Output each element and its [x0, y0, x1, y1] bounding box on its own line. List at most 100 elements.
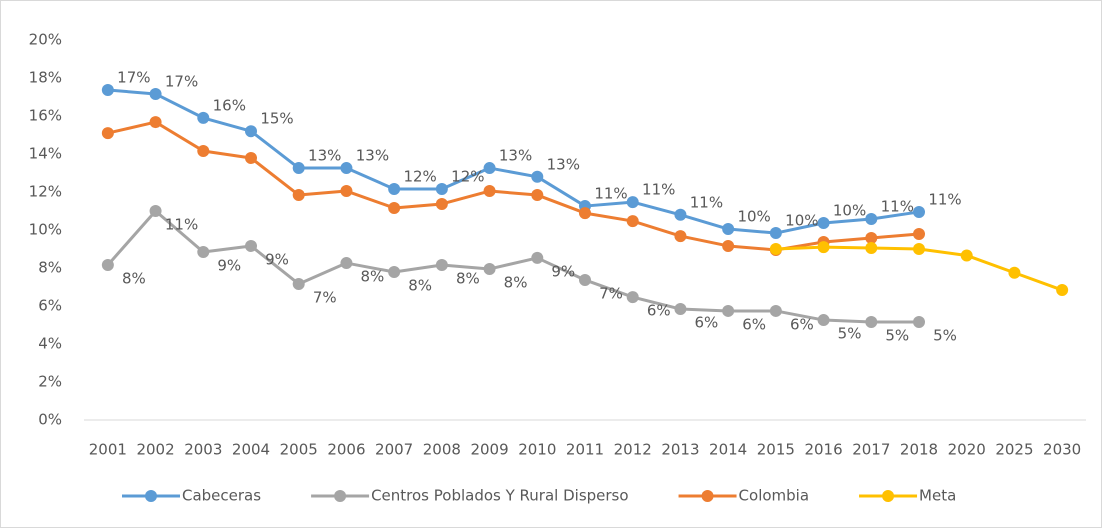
data-label: 10% — [833, 201, 866, 219]
x-tick-label: 2004 — [232, 441, 270, 459]
x-tick-label: 2003 — [184, 441, 222, 459]
y-tick-label: 16% — [29, 107, 62, 125]
legend-label: Cabeceras — [182, 487, 261, 505]
data-label: 7% — [599, 284, 623, 302]
data-point — [865, 231, 878, 244]
data-point — [579, 273, 591, 286]
data-point — [722, 223, 735, 236]
data-point — [101, 258, 114, 271]
x-tick-label: 2008 — [423, 441, 461, 459]
data-point — [245, 151, 257, 164]
data-point — [913, 227, 925, 240]
data-point — [722, 239, 735, 252]
x-tick-label: 2012 — [614, 441, 652, 459]
data-point — [245, 125, 257, 138]
data-point — [769, 243, 782, 255]
data-point — [1056, 284, 1069, 297]
data-label: 5% — [933, 326, 957, 344]
y-tick-label: 0% — [38, 411, 62, 429]
data-label: 11% — [642, 181, 675, 199]
data-point — [197, 111, 210, 124]
data-label: 8% — [504, 273, 528, 291]
data-point — [531, 170, 544, 183]
data-label: 13% — [547, 155, 580, 173]
data-label: 11% — [690, 193, 723, 211]
x-tick-label: 2011 — [566, 441, 604, 459]
data-point — [483, 162, 496, 175]
data-point — [722, 304, 735, 317]
data-point — [245, 239, 257, 252]
data-point — [340, 162, 353, 175]
data-label: 5% — [838, 325, 862, 343]
x-tick-label: 2013 — [661, 441, 699, 459]
y-tick-label: 4% — [38, 335, 62, 353]
data-point — [435, 258, 448, 271]
series-line — [107, 88, 920, 235]
x-tick-label: 2001 — [89, 441, 127, 459]
data-point — [531, 189, 544, 202]
legend-marker — [145, 490, 157, 502]
x-tick-label: 2005 — [280, 441, 318, 459]
x-tick-label: 2009 — [470, 441, 508, 459]
legend-label: Centros Poblados Y Rural Disperso — [371, 487, 628, 505]
data-point — [579, 207, 591, 220]
data-label: 15% — [260, 110, 293, 128]
data-label: 16% — [213, 96, 246, 114]
x-tick-label: 2015 — [757, 441, 795, 459]
x-tick-label: 2030 — [1043, 441, 1081, 459]
data-point — [817, 314, 830, 327]
x-tick-label: 2010 — [518, 441, 556, 459]
data-point — [149, 205, 162, 217]
x-tick-label: 2018 — [900, 441, 938, 459]
y-tick-label: 12% — [29, 183, 62, 201]
data-label: 7% — [313, 288, 337, 306]
data-label: 9% — [265, 250, 289, 268]
data-point — [674, 208, 687, 221]
data-point — [626, 215, 639, 228]
data-point — [435, 197, 448, 210]
data-label: 10% — [785, 212, 818, 230]
legend-marker — [701, 490, 714, 502]
data-point — [483, 262, 496, 275]
data-label: 13% — [356, 147, 389, 165]
data-point — [101, 83, 114, 96]
data-point — [101, 127, 114, 140]
data-label: 8% — [408, 276, 432, 294]
data-label: 9% — [217, 257, 241, 275]
data-point — [960, 249, 973, 262]
data-point — [626, 196, 639, 209]
data-label: 11% — [594, 185, 627, 203]
y-tick-label: 6% — [38, 297, 62, 315]
legend-label: Colombia — [739, 487, 810, 505]
data-label: 17% — [117, 68, 150, 86]
data-point — [340, 257, 353, 270]
data-label: 11% — [881, 197, 914, 215]
data-label: 6% — [647, 302, 671, 320]
data-point — [865, 212, 878, 225]
data-label: 13% — [499, 147, 532, 165]
data-point — [817, 241, 830, 254]
x-tick-label: 2025 — [995, 441, 1033, 459]
data-point — [865, 315, 878, 328]
legend-marker — [334, 490, 347, 502]
data-point — [817, 216, 830, 229]
y-tick-label: 8% — [38, 259, 62, 277]
data-label: 13% — [308, 147, 341, 165]
data-label: 11% — [165, 216, 198, 234]
data-point — [149, 116, 162, 129]
data-point — [769, 227, 782, 240]
data-point — [483, 185, 496, 198]
data-point — [292, 189, 305, 202]
data-label: 5% — [885, 326, 909, 344]
data-point — [531, 251, 544, 264]
data-point — [913, 243, 925, 255]
data-label: 12% — [451, 167, 484, 185]
data-point — [388, 182, 401, 195]
data-label: 9% — [551, 262, 575, 280]
data-label: 8% — [122, 269, 146, 287]
data-point — [292, 277, 305, 290]
x-tick-label: 2016 — [804, 441, 842, 459]
data-point — [197, 246, 210, 259]
data-point — [1008, 266, 1021, 279]
